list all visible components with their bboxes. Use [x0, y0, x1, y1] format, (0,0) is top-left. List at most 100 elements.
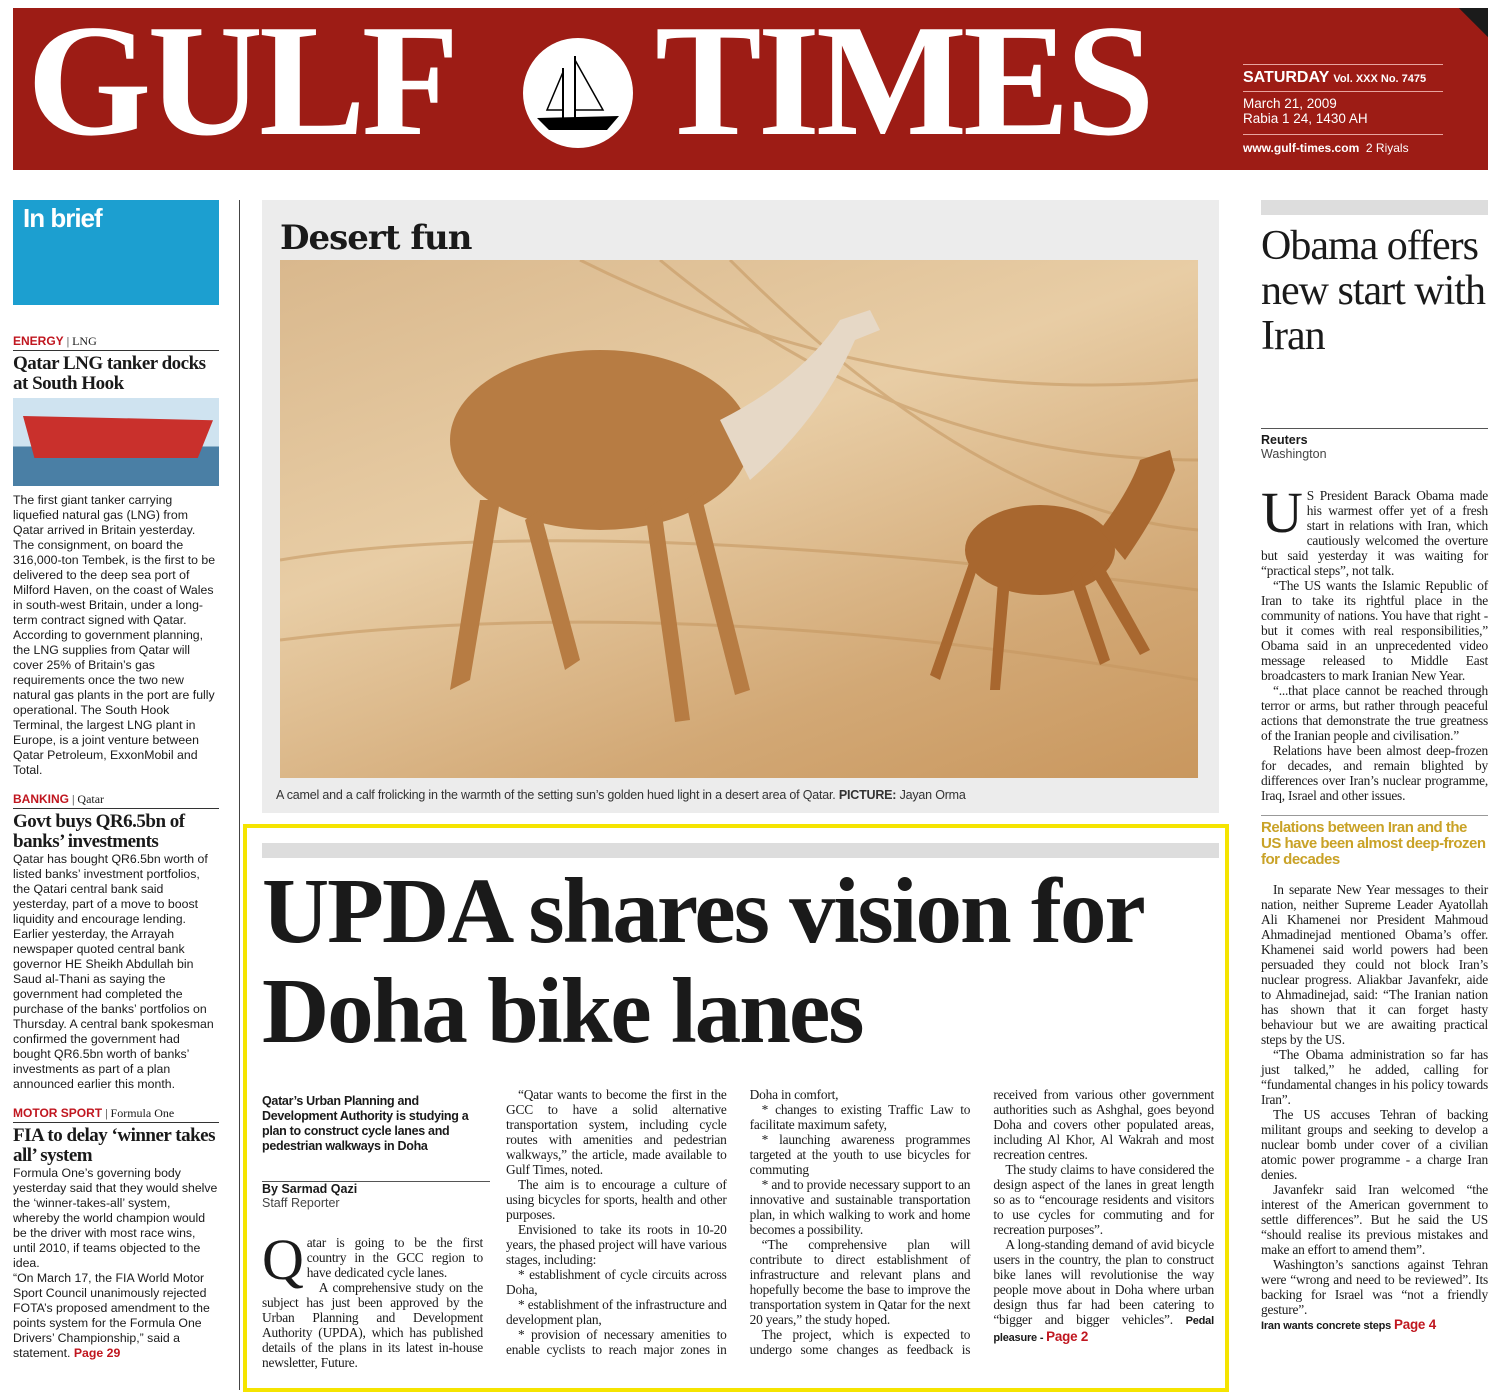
- lead-paragraph: The study claims to have considered the …: [993, 1162, 1214, 1237]
- paragraph-text: According to government planning, the LN…: [13, 628, 215, 777]
- brief-paragraph: Qatar has bought QR6.5bn worth of listed…: [13, 852, 219, 927]
- byline-role: Staff Reporter: [262, 1196, 340, 1210]
- section-label[interactable]: ENERGY: [13, 334, 64, 348]
- paragraph-text: The study claims to have considered the …: [993, 1162, 1214, 1237]
- paragraph-text: * establishment of the infrastructure an…: [506, 1297, 727, 1327]
- obama-paragraph: “The Obama administration so far has jus…: [1261, 1047, 1488, 1107]
- lead-story-highlight: [243, 824, 1229, 1392]
- lead-paragraph: * establishment of cycle circuits across…: [506, 1267, 727, 1297]
- obama-paragraph: “The US wants the Islamic Republic of Ir…: [1261, 578, 1488, 683]
- obama-paragraph: Washington’s sanctions against Tehran we…: [1261, 1257, 1488, 1317]
- lead-paragraph: Envisioned to take its roots in 10-20 ye…: [506, 1222, 727, 1267]
- credit-label: PICTURE:: [838, 788, 897, 802]
- lead-paragraph: The project, which is expected to underg…: [749, 1087, 1215, 1357]
- obama-jump: Iran wants concrete steps Page 4: [1261, 1317, 1488, 1334]
- paragraph-text: Earlier yesterday, the Arrayah newspaper…: [13, 927, 214, 1091]
- brief-paragraph: The first giant tanker carrying liquefie…: [13, 493, 219, 628]
- lead-paragraph: “Qatar wants to become the first in the …: [506, 1087, 727, 1177]
- camel-icon: [450, 310, 880, 722]
- in-brief-title: In brief: [23, 203, 103, 233]
- masthead-times: TIMES: [655, 8, 1155, 169]
- byline-box: By Sarmad Qazi Staff Reporter: [262, 1181, 490, 1210]
- paragraph-text: “On March 17, the FIA World Motor Sport …: [13, 1271, 210, 1360]
- lead-paragraph: * establishment of the infrastructure an…: [506, 1297, 727, 1327]
- page-jump-link[interactable]: Page 29: [73, 1346, 121, 1360]
- briefs-column: ENERGY | LNG Qatar LNG tanker docks at So…: [13, 334, 219, 1375]
- volume: Vol. XXX No. 7475: [1333, 73, 1427, 85]
- paragraph-text: * provision of necessary amenities to en…: [506, 1087, 839, 1357]
- lead-paragraph: * launching awareness programmes targete…: [750, 1132, 971, 1177]
- obama-paragraph: In separate New Year messages to their n…: [1261, 882, 1488, 1047]
- photo-box: Desert fun A camel and a calf frolicking…: [262, 200, 1219, 813]
- lead-paragraph: A comprehensive study on the subject has…: [262, 1280, 483, 1370]
- lead-paragraph: “The comprehensive plan will contribute …: [750, 1237, 971, 1327]
- brief-body: The first giant tanker carrying liquefie…: [13, 493, 219, 778]
- masthead-gulf: GULF: [27, 8, 459, 169]
- day: SATURDAY: [1243, 69, 1329, 86]
- obama-paragraph: Relations have been almost deep-frozen f…: [1261, 743, 1488, 803]
- brief-kicker: BANKING | Qatar: [13, 792, 219, 809]
- paragraph-text: * establishment of cycle circuits across…: [506, 1267, 727, 1297]
- brief-story: MOTOR SPORT | Formula One FIA to delay ‘w…: [13, 1106, 219, 1361]
- brief-headline[interactable]: FIA to delay ‘winner takes all’ system: [13, 1125, 215, 1166]
- byline: By Sarmad Qazi: [262, 1182, 358, 1196]
- lead-top-bar: [262, 843, 1219, 858]
- brief-headline[interactable]: Qatar LNG tanker docks at South Hook: [13, 353, 206, 394]
- price: 2 Riyals: [1365, 141, 1409, 155]
- paragraph-text: * and to provide necessary support to an…: [749, 1177, 971, 1237]
- lead-paragraph: * provision of necessary amenities to en…: [506, 1087, 970, 1357]
- paragraph-text: Javanfekr said Iran welcomed “the intere…: [1261, 1182, 1488, 1257]
- paragraph-text: “Qatar wants to become the first in the …: [506, 1087, 727, 1177]
- topic-label: Formula One: [110, 1106, 175, 1120]
- lead-deck: Qatar’s Urban Planning and Development A…: [262, 1094, 469, 1153]
- agency: Reuters: [1261, 433, 1308, 447]
- brief-paragraph: According to government planning, the LN…: [13, 628, 219, 778]
- ribbon-line1: celebrating: [1446, 8, 1488, 74]
- paragraph-text: In separate New Year messages to their n…: [1261, 882, 1488, 1047]
- lead-columns: “Qatar wants to become the first in the …: [506, 1087, 1214, 1357]
- photo-title: Desert fun: [280, 218, 472, 258]
- section-label[interactable]: BANKING: [13, 792, 69, 806]
- obama-paragraph: “...that place cannot be reached through…: [1261, 683, 1488, 743]
- paragraph-text: atar is going to be the first country in…: [306, 1235, 484, 1280]
- page-jump-link[interactable]: Page 2: [1046, 1329, 1089, 1344]
- lead-paragraph: * changes to existing Traffic Law to fac…: [750, 1102, 971, 1132]
- paragraph-text: * changes to existing Traffic Law to fac…: [749, 1102, 971, 1132]
- website-link[interactable]: www.gulf-times.com: [1243, 141, 1360, 155]
- date: March 21, 2009: [1243, 96, 1337, 111]
- paragraph-text: “The comprehensive plan will contribute …: [749, 1237, 971, 1327]
- brief-body: Qatar has bought QR6.5bn worth of listed…: [13, 852, 219, 1092]
- lead-paragraph: The aim is to encourage a culture of usi…: [506, 1177, 727, 1222]
- section-label[interactable]: MOTOR SPORT: [13, 1106, 103, 1120]
- obama-byline: Reuters Washington: [1261, 428, 1488, 461]
- paragraph-text: A comprehensive study on the subject has…: [262, 1280, 483, 1370]
- drop-cap: U: [1261, 480, 1303, 545]
- page-jump-link[interactable]: Page 4: [1393, 1317, 1436, 1332]
- photo-caption: A camel and a calf frolicking in the war…: [276, 788, 1206, 802]
- paragraph-text: The US accuses Tehran of backing militan…: [1261, 1107, 1488, 1182]
- camel-photo: [280, 260, 1198, 778]
- obama-headline: Obama offers new start with Iran: [1261, 223, 1486, 359]
- caption-text: A camel and a calf frolicking in the war…: [276, 788, 836, 802]
- brief-headline[interactable]: Govt buys QR6.5bn of banks’ investments: [13, 811, 185, 852]
- brief-story: BANKING | Qatar Govt buys QR6.5bn of bank…: [13, 792, 219, 1092]
- brief-kicker: MOTOR SPORT | Formula One: [13, 1106, 219, 1123]
- paragraph-text: “The Obama administration so far has jus…: [1261, 1047, 1488, 1107]
- pull-quote: Relations between Iran and the US have b…: [1261, 815, 1488, 868]
- right-top-bar: [1261, 200, 1488, 215]
- tanker-photo: [13, 398, 219, 486]
- drop-cap: Q: [262, 1227, 304, 1292]
- paragraph-text: Envisioned to take its roots in 10-20 ye…: [506, 1222, 727, 1267]
- ship-icon: [23, 416, 213, 458]
- masthead: GULF TIMES SATURDAY Vol. XXX No. 7475 Ma…: [13, 8, 1488, 170]
- paragraph-text: The first giant tanker carrying liquefie…: [13, 493, 216, 627]
- obama-paragraph: The US accuses Tehran of backing militan…: [1261, 1107, 1488, 1182]
- paragraph-text: A long-standing demand of avid bicycle u…: [993, 1237, 1214, 1327]
- paragraph-text: The aim is to encourage a culture of usi…: [506, 1177, 727, 1222]
- paragraph-text: The project, which is expected to underg…: [749, 1087, 1215, 1357]
- paragraph-text: Relations have been almost deep-frozen f…: [1261, 743, 1488, 803]
- brief-story: ENERGY | LNG Qatar LNG tanker docks at So…: [13, 334, 219, 778]
